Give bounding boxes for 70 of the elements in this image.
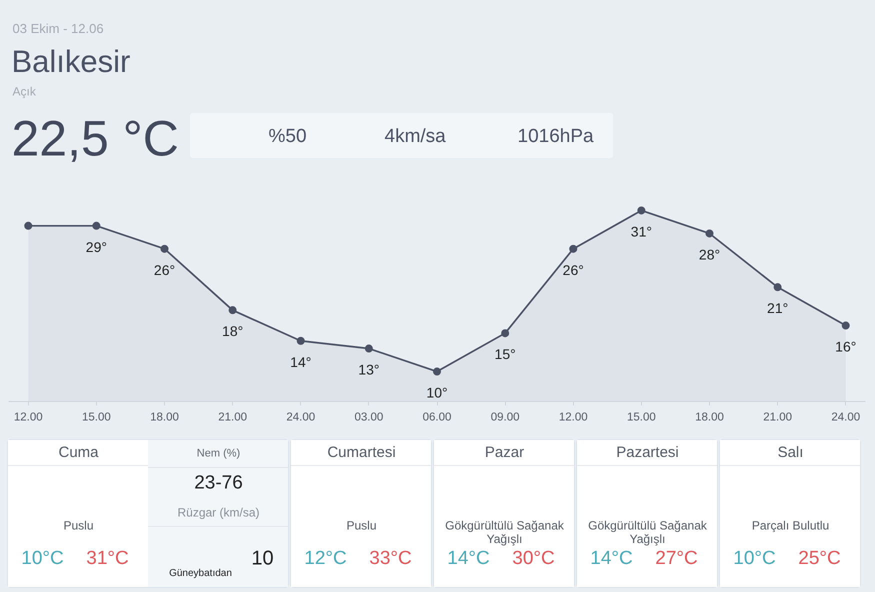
point — [364, 344, 373, 353]
text: Güneybatıdan — [169, 568, 232, 579]
x-tick-label: 06.00 — [422, 412, 452, 424]
x-tick-label: 15.00 — [82, 412, 111, 424]
data-label: 18° — [222, 323, 244, 340]
text: Salı — [778, 444, 804, 461]
point — [705, 229, 714, 238]
x-tick-label: 12.00 — [14, 412, 43, 424]
data-label: 14° — [290, 354, 312, 370]
data-label: 15° — [494, 346, 516, 362]
data-label: 26° — [154, 262, 176, 278]
x-tick-label: 21.00 — [218, 412, 248, 424]
text: 22,5 °C — [12, 110, 179, 166]
text: 03 Ekim - 12.06 — [12, 21, 104, 36]
text: 1016hPa — [518, 126, 594, 147]
data-label: 31° — [630, 223, 652, 240]
text: 31°C — [86, 548, 129, 569]
text: Gökgürültülü Sağanak Yağışlı — [588, 518, 708, 546]
point — [501, 329, 510, 338]
text: Cumartesi — [327, 444, 396, 461]
text: 23-76 — [194, 472, 243, 494]
point — [637, 206, 646, 214]
data-label: 13° — [358, 362, 380, 378]
text: 10°C — [21, 548, 64, 569]
x-tick-label: 21.00 — [763, 412, 792, 424]
data-label: 26° — [562, 262, 584, 278]
point — [296, 336, 305, 345]
point — [842, 322, 850, 330]
x-tick-label: 18.00 — [695, 412, 724, 424]
text: Cuma — [58, 444, 100, 461]
text: Gökgürültülü Sağanak Yağışlı — [445, 518, 565, 546]
text: 4km/sa — [384, 126, 446, 147]
text: 14°C — [447, 548, 490, 569]
x-tick-label: 18.00 — [150, 412, 179, 424]
text: Puslu — [346, 518, 377, 532]
text: Açık — [12, 84, 37, 98]
text: Pazartesi — [616, 444, 679, 461]
data-label: 10° — [426, 384, 448, 401]
data-label: 16° — [835, 338, 856, 355]
point — [24, 222, 32, 230]
text: 14°C — [590, 548, 633, 569]
point — [228, 306, 237, 314]
data-label: 28° — [698, 246, 720, 262]
data-label: 21° — [767, 300, 788, 316]
x-tick-label: 09.00 — [490, 412, 520, 424]
x-tick-label: 24.00 — [286, 412, 316, 424]
data-label: 29° — [86, 238, 107, 255]
point — [569, 244, 578, 253]
point — [160, 244, 169, 253]
text: 25°C — [798, 548, 841, 569]
text: Balıkesir — [12, 44, 130, 79]
point — [774, 283, 782, 292]
text: 30°C — [512, 548, 555, 569]
point — [433, 368, 441, 376]
text: 10°C — [733, 548, 776, 569]
text: Rüzgar (km/sa) — [177, 506, 260, 520]
x-tick-label: 03.00 — [354, 412, 384, 424]
x-tick-label: 15.00 — [626, 412, 656, 424]
text: %50 — [268, 126, 307, 147]
text: 12°C — [304, 548, 347, 569]
text: Pazar — [484, 444, 524, 461]
text: 10 — [251, 548, 274, 570]
annotation: Nem (%) — [196, 448, 240, 460]
x-tick-label: 12.00 — [558, 412, 588, 424]
x-tick-label: 24.00 — [831, 412, 860, 424]
text: Puslu — [63, 518, 94, 532]
text: 27°C — [655, 548, 698, 569]
point — [92, 222, 100, 230]
text: 33°C — [369, 548, 412, 569]
text: Parçalı Bulutlu — [752, 518, 830, 532]
